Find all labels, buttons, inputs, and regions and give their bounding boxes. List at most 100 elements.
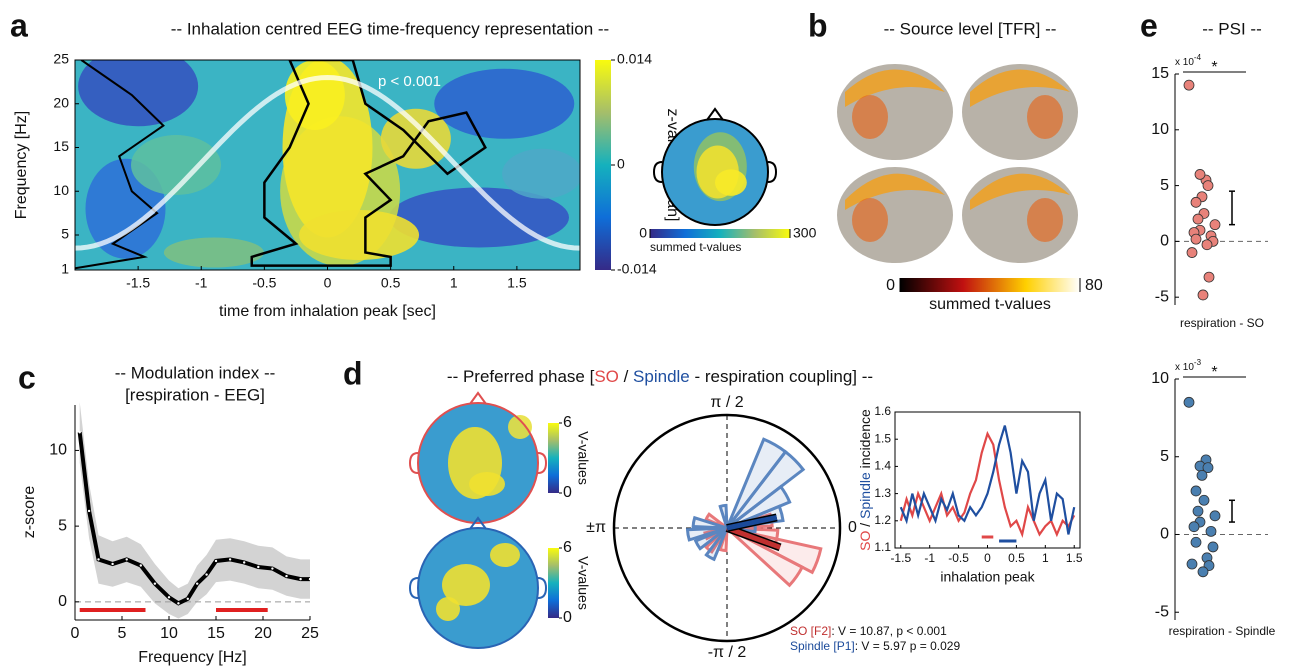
scale-base: x 10 <box>1175 362 1194 373</box>
point <box>139 564 142 567</box>
rose-petal <box>704 512 728 530</box>
respiration-curve <box>75 74 580 251</box>
heatmap-blob <box>299 210 420 260</box>
point <box>1183 79 1195 91</box>
activation <box>852 198 888 242</box>
x-tick-label: -0.5 <box>252 275 276 291</box>
x-tick-label: 1 <box>450 275 458 291</box>
point <box>167 596 171 599</box>
y-label-part: incidence <box>857 409 873 472</box>
point <box>153 582 157 585</box>
y-tick-label: 1.2 <box>874 513 891 527</box>
x-tick-label: -1.5 <box>126 275 150 291</box>
head-outline <box>417 527 539 649</box>
point <box>97 558 100 561</box>
x-tick-label: 1.5 <box>1066 551 1083 565</box>
colorbar-label: V-values <box>575 431 591 485</box>
y-axis-label: SO / Spindle incidence <box>857 409 873 551</box>
rose-petal <box>718 503 729 529</box>
y-label-part: Spindle <box>857 472 873 519</box>
respiration-spectrum <box>75 60 165 270</box>
angle-label: ±π <box>586 519 606 536</box>
head-outline <box>661 118 769 226</box>
point <box>214 559 218 563</box>
point <box>243 561 246 564</box>
x-tick-label: 15 <box>207 625 225 642</box>
topo-blob <box>442 564 490 606</box>
x-axis-label: respiration - SO <box>1180 316 1264 330</box>
heatmap-blob <box>163 237 264 268</box>
point <box>1183 396 1195 408</box>
x-tick-label: 1.5 <box>507 275 527 291</box>
point <box>1203 271 1215 283</box>
title-part: -- Preferred phase [ <box>447 367 595 386</box>
x-tick-label: 0.5 <box>381 275 401 291</box>
x-tick-label: -1.5 <box>890 551 911 565</box>
scale-label: x 10-3 <box>1175 358 1202 373</box>
y-tick-label: 25 <box>53 51 69 67</box>
y-tick-label: 15 <box>53 138 69 154</box>
title-part: / <box>619 367 633 386</box>
y-tick-label: 15 <box>1151 65 1169 82</box>
point <box>1194 169 1206 180</box>
ear <box>767 161 778 183</box>
y-tick-label: 10 <box>1151 121 1169 138</box>
point <box>1190 196 1202 208</box>
rose-petal <box>725 449 806 530</box>
x-tick-label: -1 <box>924 551 935 565</box>
point <box>285 574 288 578</box>
rose-petal <box>704 527 729 562</box>
activation <box>845 69 945 107</box>
y-tick-label: -5 <box>1155 288 1169 305</box>
heatmap-image <box>75 60 580 270</box>
ear <box>652 161 663 183</box>
point <box>1197 566 1209 578</box>
x-axis-label: time from inhalation peak [sec] <box>219 303 436 320</box>
colorbar-tick-label: 0 <box>617 156 625 172</box>
y-tick-label: 20 <box>53 94 69 110</box>
panel-label: c <box>18 359 36 395</box>
x-tick-label: 0 <box>324 275 332 291</box>
colorbar <box>650 229 790 238</box>
nose <box>706 107 724 121</box>
y-tick-label: 1.4 <box>874 459 891 473</box>
y-tick-label: 10 <box>1151 370 1169 387</box>
colorbar <box>548 548 559 618</box>
x-tick-label: -0.5 <box>948 551 969 565</box>
x-tick-label: 10 <box>160 625 178 642</box>
y-axis-label: Frequency [Hz] <box>13 111 30 219</box>
point <box>1192 213 1204 225</box>
point <box>1186 247 1198 258</box>
x-tick-label: 0 <box>984 551 991 565</box>
scale-label: x 10-4 <box>1175 53 1202 68</box>
y-tick-label: 5 <box>1160 177 1169 194</box>
activation <box>852 95 888 139</box>
point <box>1202 462 1214 474</box>
scale-exponent: -4 <box>1194 53 1202 62</box>
y-label-part: / <box>857 519 873 531</box>
point <box>257 565 260 569</box>
y-tick-label: 5 <box>58 517 67 534</box>
legend-entry: SO [F2]: V = 10.87, p < 0.001 <box>790 624 947 638</box>
point <box>271 567 274 570</box>
legend-entry: Spindle [P1]: V = 5.97 p = 0.029 <box>790 639 960 653</box>
panel-label: a <box>10 7 28 43</box>
point <box>87 509 91 513</box>
rose-petal <box>725 526 805 588</box>
y-tick-label: 1.6 <box>874 404 891 418</box>
y-tick-label: 10 <box>53 182 69 198</box>
colorbar-tick-label: 6 <box>563 539 572 556</box>
colorbar-tick-label: 0 <box>563 484 572 501</box>
point <box>177 602 180 605</box>
point <box>1186 558 1198 570</box>
rose-petal <box>691 515 728 530</box>
ear <box>537 452 548 474</box>
point <box>205 573 208 576</box>
colorbar-label: summed t-values <box>650 240 741 254</box>
line <box>899 430 1076 539</box>
point <box>196 582 199 585</box>
mean-vector-fill <box>726 525 781 550</box>
colorbar-tick-label: 6 <box>563 414 572 431</box>
title-part: - respiration coupling] -- <box>690 367 873 386</box>
